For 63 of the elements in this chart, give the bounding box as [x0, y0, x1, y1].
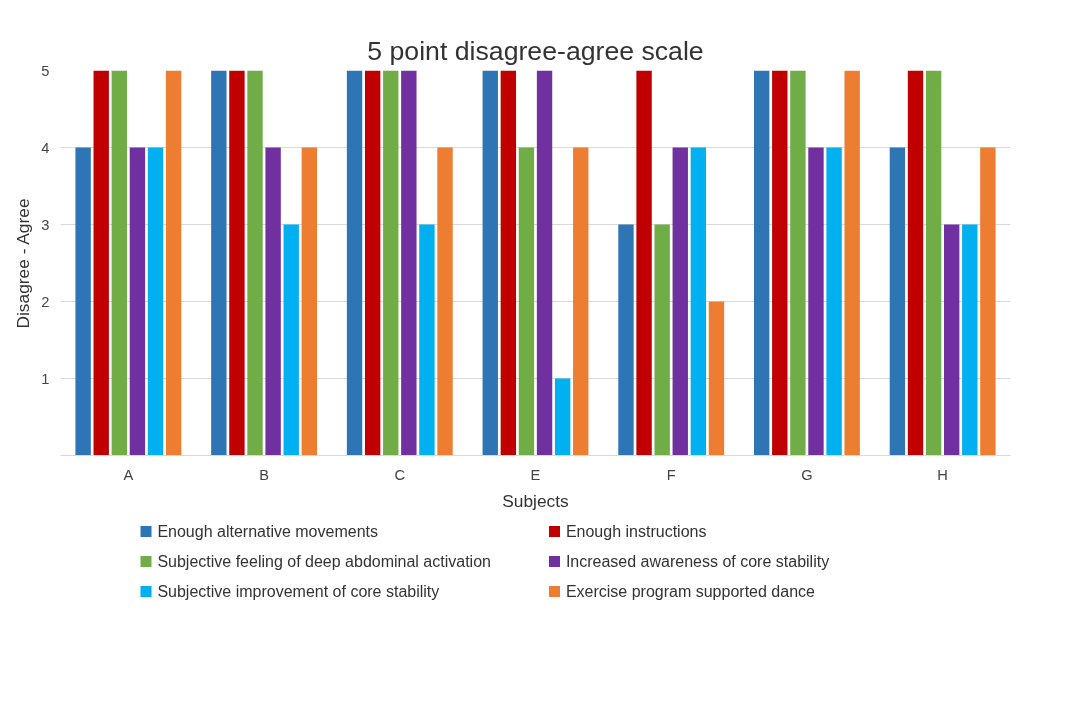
- bar: [165, 70, 182, 456]
- x-tick-label: A: [123, 466, 134, 483]
- bar: [401, 70, 417, 456]
- bar: [636, 70, 652, 456]
- bar: [690, 147, 707, 456]
- x-axis-title: Subjects: [502, 490, 570, 511]
- x-tick-label: H: [937, 466, 948, 483]
- bar: [826, 147, 842, 456]
- bar: [889, 147, 906, 456]
- bar: [265, 147, 281, 456]
- legend-label: Enough instructions: [565, 523, 707, 540]
- bar: [772, 70, 788, 456]
- legend-label: Exercise program supported dance: [565, 583, 816, 600]
- y-tick-label: 3: [41, 216, 50, 233]
- y-tick-label: 5: [41, 62, 50, 79]
- y-tick-label: 4: [41, 139, 50, 156]
- bar: [346, 70, 363, 456]
- bar: [482, 70, 498, 456]
- bar: [383, 70, 399, 456]
- bar: [437, 147, 453, 456]
- y-tick-label: 1: [41, 370, 50, 387]
- bar: [754, 70, 770, 456]
- bar: [944, 224, 960, 456]
- x-tick-label: E: [530, 466, 541, 483]
- bar: [93, 70, 109, 456]
- legend-label: Enough alternative movements: [157, 523, 378, 540]
- bar: [364, 70, 381, 456]
- y-tick-label: 2: [41, 293, 50, 310]
- x-tick-label: G: [801, 466, 813, 483]
- bar: [672, 147, 688, 456]
- x-tick-label: B: [259, 466, 269, 483]
- bar: [518, 147, 535, 456]
- bar: [844, 70, 860, 456]
- bar: [129, 147, 146, 456]
- bar: [500, 70, 517, 456]
- bar: [962, 224, 978, 456]
- y-axis-title: Disagree - Agree: [13, 198, 34, 329]
- legend-label: Subjective feeling of deep abdominal activation: [157, 553, 491, 570]
- bar: [808, 147, 824, 456]
- x-tick-label: C: [394, 466, 406, 483]
- bar: [573, 147, 589, 456]
- chart-title: 5 point disagree-agree scale: [367, 35, 704, 66]
- bar: [229, 70, 245, 456]
- x-tick-label: F: [666, 466, 676, 483]
- bar: [283, 224, 299, 456]
- bar: [211, 70, 227, 456]
- legend-label: Subjective improvement of core stability: [157, 583, 440, 600]
- bar: [536, 70, 553, 456]
- bar: [554, 378, 571, 456]
- bar: [419, 224, 435, 456]
- bar: [247, 70, 263, 456]
- bar: [75, 147, 91, 456]
- bar: [925, 70, 942, 456]
- bar: [980, 147, 996, 456]
- bar: [654, 224, 670, 456]
- bar: [618, 224, 634, 456]
- bar: [301, 147, 317, 456]
- bar: [790, 70, 806, 456]
- bar: [708, 301, 725, 456]
- legend-label: Increased awareness of core stability: [565, 553, 830, 570]
- bar: [111, 70, 127, 456]
- bar: [147, 147, 164, 456]
- bar: [907, 70, 924, 456]
